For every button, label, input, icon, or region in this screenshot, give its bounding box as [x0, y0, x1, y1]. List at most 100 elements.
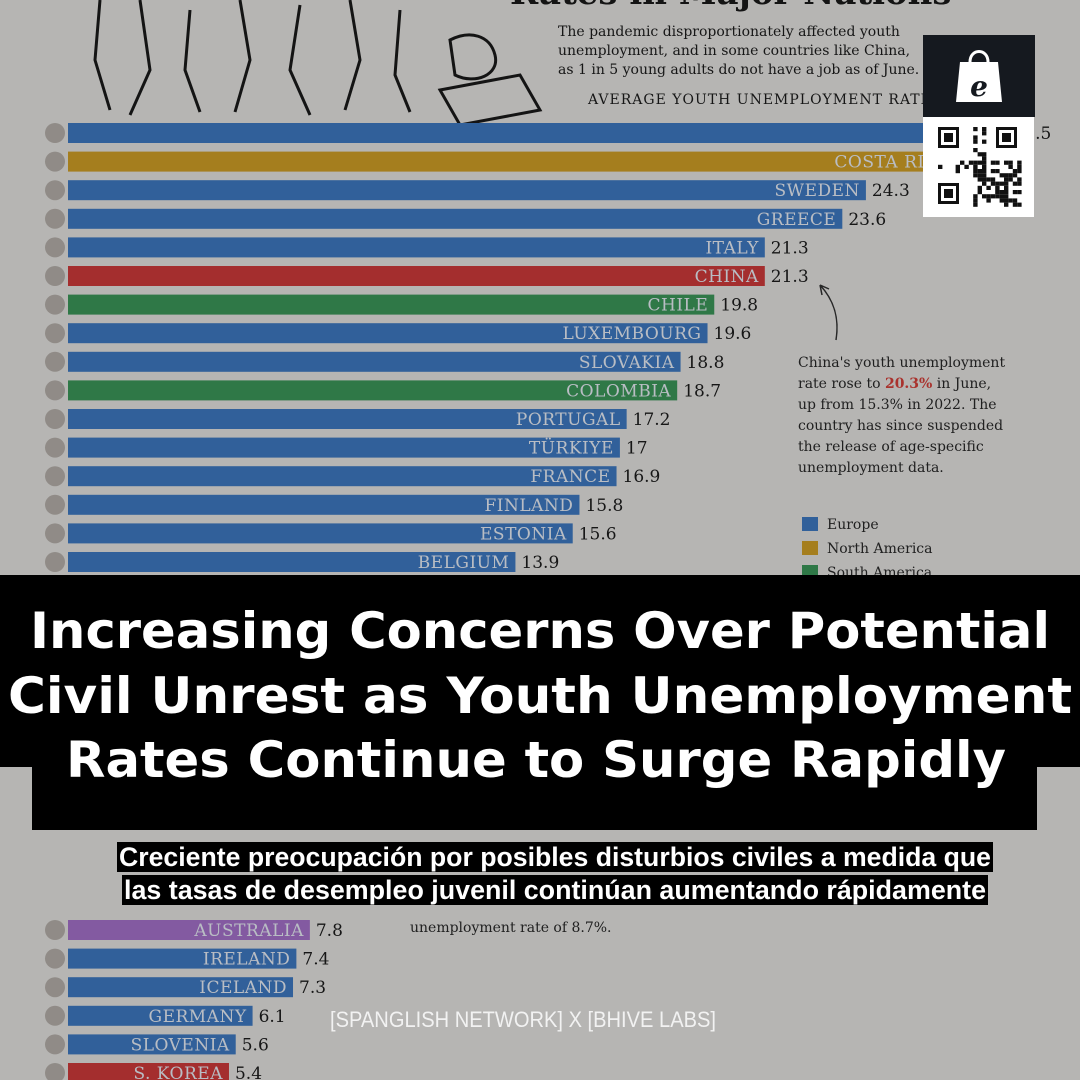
bar: [68, 494, 580, 515]
qr-module: [995, 169, 1000, 174]
bar-value: 17.2: [633, 410, 671, 430]
qr-module: [982, 169, 987, 174]
qr-module: [1008, 173, 1013, 178]
flag: [45, 1034, 65, 1055]
bar-label: PORTUGAL: [516, 410, 621, 430]
annotation-line: up from 15.3% in 2022. The: [798, 397, 997, 413]
bar-label: ICELAND: [199, 978, 287, 998]
qr-module: [973, 164, 978, 169]
subheadline-highlight: [117, 842, 993, 872]
qr-module: [990, 181, 996, 186]
illustration: [93, 0, 543, 127]
qr-module: [986, 194, 991, 199]
subheadline-highlight: [122, 875, 988, 905]
bar-value: 5.4: [235, 1064, 262, 1080]
flag: [45, 180, 65, 201]
bag-icon: [956, 62, 1002, 102]
flag: [45, 380, 65, 401]
bar-label: TÜRKIYE: [529, 438, 614, 459]
qr-module: [955, 164, 960, 169]
qr-module: [1004, 185, 1009, 190]
qr-module: [995, 190, 1000, 195]
bag-handle: [968, 50, 990, 63]
flag: [45, 351, 65, 372]
qr-module: [938, 164, 943, 169]
qr-module: [977, 177, 982, 182]
annotation-highlight: 20.3%: [885, 376, 932, 392]
qr-module: [973, 169, 978, 174]
bar-value: 16.9: [623, 467, 661, 487]
bar-label: S. KOREA: [133, 1064, 223, 1080]
qr-code: [938, 127, 1022, 207]
bar: [68, 323, 708, 344]
flag: [45, 294, 65, 315]
qr-module: [955, 169, 960, 174]
bar-value: 5.6: [242, 1035, 269, 1055]
bar: [68, 977, 294, 998]
flag: [45, 151, 65, 172]
bar: [68, 466, 617, 487]
qr-module: [977, 169, 982, 174]
bar-value: 7.8: [316, 921, 343, 941]
bar: [68, 351, 681, 372]
qr-module: [986, 185, 991, 190]
qr-module: [1004, 160, 1009, 165]
subheadline: Creciente preocupación por posibles dist…: [117, 842, 993, 905]
qr-module: [973, 135, 978, 140]
qr-module: [990, 194, 996, 199]
qr-module: [977, 152, 982, 157]
bar-label: ESTONIA: [480, 524, 567, 544]
brand-badge: e: [923, 35, 1035, 217]
qr-module: [986, 198, 991, 203]
bar-value: 7.3: [299, 978, 326, 998]
qr-module: [990, 177, 996, 182]
annotation-line: China's youth unemployment: [798, 355, 1005, 371]
bar-label: COLOMBIA: [566, 381, 671, 401]
flag: [45, 977, 65, 998]
subtitle-line: The pandemic disproportionately affected…: [558, 24, 900, 40]
qr-module: [995, 160, 1000, 165]
flag: [45, 1005, 65, 1026]
flag: [45, 266, 65, 286]
bar-value: 18.8: [687, 353, 725, 373]
flag: [45, 409, 65, 429]
bar-value: 23.6: [848, 210, 886, 230]
legend-swatch: [802, 517, 818, 531]
bar: [68, 1005, 253, 1026]
qr-module: [982, 156, 987, 161]
qr-module: [999, 198, 1004, 203]
bar-label: IRELAND: [203, 950, 291, 970]
bar: [68, 920, 310, 940]
bar: [68, 523, 573, 544]
annotation-line: country has since suspended: [798, 418, 1003, 434]
bar: [68, 437, 620, 458]
bar-label: GREECE: [757, 210, 837, 230]
bar: [68, 208, 843, 229]
qr-module: [982, 194, 987, 199]
bar: [68, 266, 765, 286]
qr-module: [1004, 194, 1009, 199]
annotation-arrow: [819, 284, 838, 341]
bar: [68, 380, 678, 401]
bar-value: 18.7: [683, 381, 721, 401]
flag: [45, 523, 65, 544]
flag: [45, 494, 65, 515]
qr-module: [973, 202, 978, 207]
qr-finder-dot: [944, 189, 953, 198]
flag: [45, 208, 65, 229]
bar-label: COSTA RICA: [834, 153, 951, 173]
qr-module: [1004, 177, 1009, 182]
bar: [68, 552, 516, 572]
bar: [68, 180, 866, 201]
bar-label: CHINA: [695, 267, 759, 287]
qr-module: [973, 139, 978, 144]
qr-module: [982, 164, 987, 169]
qr-module: [973, 198, 978, 203]
qr-module: [973, 148, 978, 153]
background-chart: Rates in Major Nations AVERAGE YOUTH UNE…: [45, 0, 1051, 1080]
headline-band-lower: [32, 765, 1037, 830]
bar-label: GERMANY: [148, 1007, 246, 1027]
qr-module: [1017, 164, 1022, 169]
annotation-line: unemployment data.: [798, 460, 944, 476]
